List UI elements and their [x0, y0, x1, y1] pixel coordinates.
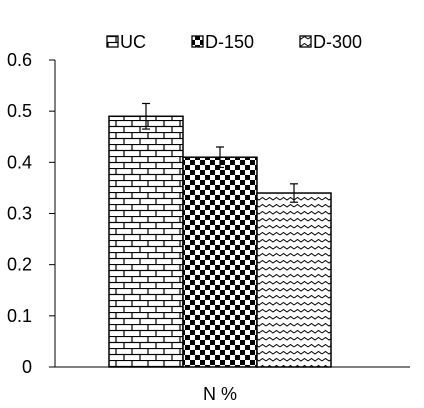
y-tick-label: 0 — [22, 357, 32, 377]
y-axis: 0 0.1 0.2 0.3 0.4 0.5 0.6 — [7, 50, 56, 377]
x-axis: N % — [55, 366, 410, 404]
bar-d-150 — [182, 156, 258, 368]
y-tick-label: 0.4 — [7, 152, 32, 172]
legend-label: D-300 — [313, 32, 362, 52]
y-tick-label: 0.1 — [7, 306, 32, 326]
y-tick-label: 0.5 — [7, 101, 32, 121]
error-bar — [216, 146, 224, 169]
legend: UC D-150 D-300 — [106, 32, 362, 52]
x-category-label: N % — [203, 384, 237, 404]
legend-swatch — [191, 35, 204, 48]
y-tick-label: 0.2 — [7, 255, 32, 275]
bars — [108, 102, 332, 368]
legend-label: D-150 — [205, 32, 254, 52]
legend-swatch — [299, 35, 312, 48]
bar-uc — [108, 115, 184, 368]
error-bar — [290, 183, 298, 203]
legend-item-d-300: D-300 — [299, 32, 362, 52]
legend-item-d-150: D-150 — [191, 32, 254, 52]
legend-label: UC — [120, 32, 146, 52]
y-tick-label: 0.3 — [7, 204, 32, 224]
legend-swatch — [106, 35, 119, 48]
y-tick-label: 0.6 — [7, 50, 32, 70]
bar-d-300 — [256, 192, 332, 368]
error-bar — [142, 102, 150, 130]
legend-item-uc: UC — [106, 32, 146, 52]
